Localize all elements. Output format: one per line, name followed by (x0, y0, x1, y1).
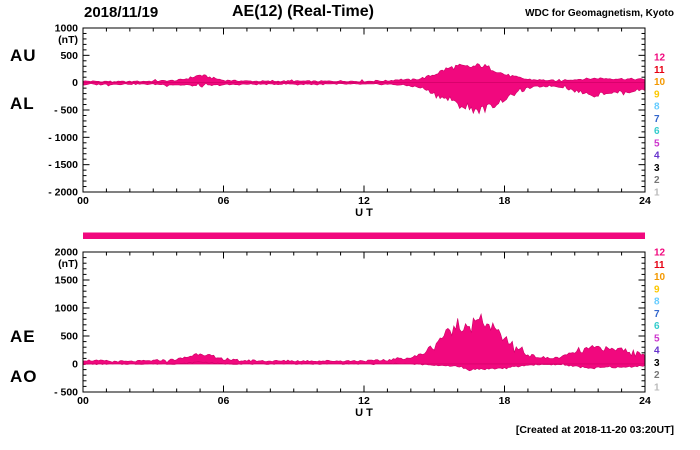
station-count-12: 12 (654, 248, 666, 259)
ao-trace-area (82, 361, 646, 372)
station-count-7: 7 (654, 114, 660, 125)
station-count-9: 9 (654, 284, 660, 295)
station-count-1: 1 (654, 383, 660, 394)
x-axis-label: U T (355, 207, 373, 219)
station-count-1: 1 (654, 188, 660, 199)
station-count-10: 10 (654, 272, 666, 283)
station-count-3: 3 (654, 163, 660, 174)
station-count-6: 6 (654, 126, 660, 137)
y-tick-label: - 500 (54, 387, 78, 399)
x-tick-label: 06 (218, 195, 230, 207)
y-tick-label: - 1000 (48, 132, 78, 144)
y-tick-label: 500 (60, 50, 78, 62)
station-count-2: 2 (654, 175, 660, 186)
station-count-6: 6 (654, 321, 660, 332)
plot-title: AE(12) (Real-Time) (232, 3, 374, 20)
station-count-2: 2 (654, 370, 660, 381)
station-count-10: 10 (654, 77, 666, 88)
station-count-9: 9 (654, 89, 660, 100)
x-tick-label: 18 (499, 195, 511, 207)
station-count-5: 5 (654, 138, 660, 149)
x-tick-label: 12 (358, 395, 370, 407)
bottom-panel-frame (82, 251, 646, 393)
au-trace-area (82, 63, 646, 83)
station-count-8: 8 (654, 102, 660, 113)
label-au: AU (10, 46, 37, 65)
plot-date: 2018/11/19 (84, 4, 159, 21)
x-tick-label: 00 (77, 395, 89, 407)
x-tick-label: 18 (499, 395, 511, 407)
station-count-8: 8 (654, 297, 660, 308)
station-count-3: 3 (654, 358, 660, 369)
y-tick-label: 500 (60, 331, 78, 343)
label-ao: AO (10, 367, 38, 386)
station-count-7: 7 (654, 309, 660, 320)
label-ae: AE (10, 327, 36, 346)
y-tick-label: - 1500 (48, 159, 78, 171)
station-availability-bar (83, 232, 645, 239)
ae-trace-area (82, 313, 646, 365)
y-tick-label: 1000 (55, 303, 79, 315)
al-trace-area (82, 82, 646, 115)
y-tick-label: 0 (72, 77, 78, 89)
station-count-4: 4 (654, 151, 660, 162)
y-tick-label: 0 (72, 359, 78, 371)
created-timestamp: [Created at 2018-11-20 03:20UT] (515, 424, 674, 436)
station-count-11: 11 (654, 260, 665, 271)
x-tick-label: 24 (639, 195, 651, 207)
y-tick-label: 1500 (55, 275, 79, 287)
x-tick-label: 00 (77, 195, 89, 207)
station-count-4: 4 (654, 346, 660, 357)
y-tick-label: - 500 (54, 105, 78, 117)
data-source-label: WDC for Geomagnetism, Kyoto (525, 8, 674, 19)
y-tick-label: 2000 (55, 247, 79, 259)
y-axis-unit: (nT) (58, 258, 78, 270)
label-al: AL (10, 94, 35, 113)
y-tick-label: 1000 (55, 23, 79, 35)
x-tick-label: 24 (639, 395, 651, 407)
station-count-5: 5 (654, 333, 660, 344)
x-tick-label: 12 (358, 195, 370, 207)
station-count-12: 12 (654, 53, 666, 64)
station-count-11: 11 (654, 65, 665, 76)
x-tick-label: 06 (218, 395, 230, 407)
x-axis-label: U T (355, 407, 373, 419)
y-tick-label: - 2000 (48, 187, 78, 199)
top-panel-frame (82, 27, 646, 193)
y-axis-unit: (nT) (58, 34, 78, 46)
